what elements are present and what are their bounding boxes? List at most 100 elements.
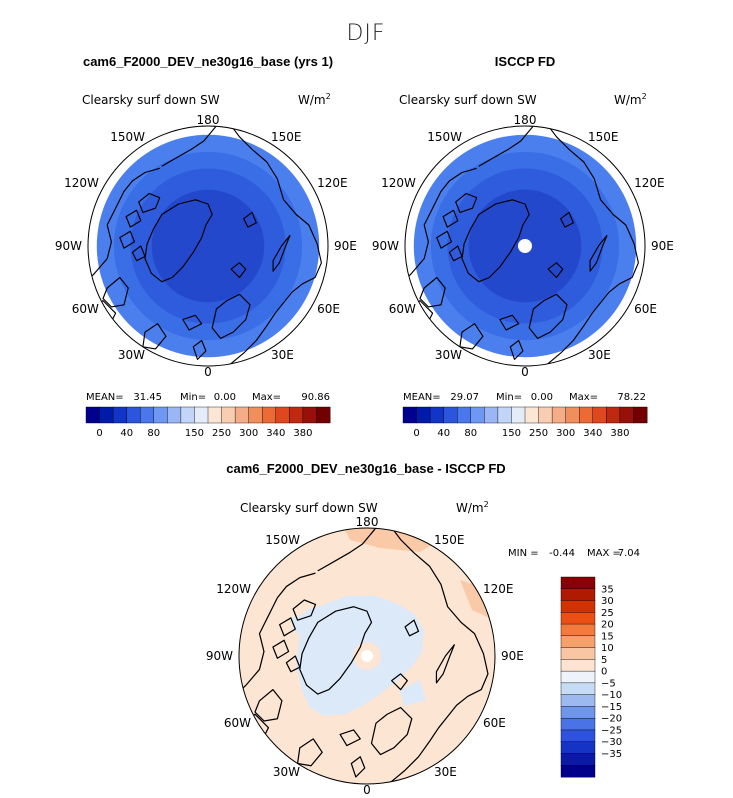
panel-model-min-label: Min= — [180, 392, 206, 403]
longitude-label: 90E — [501, 649, 524, 663]
colorbar-tick-label: 80 — [147, 428, 160, 439]
panel-difference-units-exponent: 2 — [484, 500, 489, 509]
panel-obs-colorbar: 0 40 80 150 250 300 340 380 — [402, 406, 648, 439]
colorbar-swatch — [85, 406, 100, 424]
colorbar-tick-label: 35 — [601, 584, 614, 595]
longitude-label: 90E — [334, 239, 357, 253]
longitude-label: 150E — [588, 130, 619, 144]
colorbar-swatch — [579, 406, 594, 424]
colorbar-swatch — [167, 406, 182, 424]
longitude-label: 0 — [521, 365, 529, 379]
panel-obs-min-value: 0.00 — [531, 392, 553, 403]
longitude-label: 120W — [216, 582, 251, 596]
longitude-label: 0 — [204, 365, 212, 379]
colorbar-swatch — [560, 682, 596, 696]
panel-model-mean-value: 31.45 — [133, 392, 162, 403]
colorbar-swatch — [511, 406, 526, 424]
colorbar-swatch — [619, 406, 634, 424]
panel-model-min-value: 0.00 — [214, 392, 236, 403]
longitude-label: 90W — [372, 239, 399, 253]
colorbar-tick-label: 250 — [529, 428, 548, 439]
longitude-label: 120W — [381, 176, 416, 190]
colorbar-swatch — [560, 623, 596, 637]
panel-difference-max-label: MAX = — [587, 548, 621, 559]
longitude-label: 120E — [483, 582, 514, 596]
panel-difference-map — [239, 528, 495, 784]
panel-difference-missing-pole — [361, 650, 373, 662]
colorbar-swatch — [592, 406, 607, 424]
colorbar-tick-label: −10 — [601, 690, 622, 701]
longitude-label: 150E — [271, 130, 302, 144]
colorbar-swatch — [402, 406, 417, 424]
colorbar-tick-label: 300 — [556, 428, 575, 439]
longitude-label: 30E — [271, 348, 294, 362]
colorbar-swatch — [560, 753, 596, 766]
colorbar-tick-label: 0 — [413, 428, 419, 439]
colorbar-swatch — [470, 406, 485, 424]
colorbar-tick-label: −25 — [601, 725, 622, 736]
panel-difference-longitude-labels: 180 150E 120E 90E 60E 30E 0 30W 60W 90W 120W 150W — [206, 515, 524, 797]
colorbar-swatch — [497, 406, 512, 424]
panel-model-stats: MEAN= 31.45 Min= 0.00 Max= 90.86 — [86, 392, 330, 403]
panel-obs-map-frame — [404, 125, 646, 367]
colorbar-swatch — [194, 406, 209, 424]
colorbar-swatch — [633, 406, 648, 424]
panel-difference-max-value: 7.04 — [618, 548, 640, 559]
colorbar-swatch — [140, 406, 155, 424]
colorbar-swatch — [560, 741, 596, 754]
colorbar-swatch — [560, 694, 596, 707]
longitude-label: 30W — [273, 765, 300, 779]
panel-obs-longitude-labels: 180 150E 120E 90E 60E 30E 0 30W 60W 90W 120W 150W — [372, 113, 674, 379]
panel-difference-units: W/m2 — [456, 500, 489, 515]
panel-model-map — [88, 126, 322, 366]
colorbar-swatch — [560, 765, 596, 778]
colorbar-tick-label: 150 — [502, 428, 521, 439]
longitude-label: 90W — [55, 239, 82, 253]
colorbar-swatch — [180, 406, 195, 424]
colorbar-tick-label: 0 — [601, 667, 607, 678]
colorbar-swatch — [153, 406, 168, 424]
longitude-label: 150W — [110, 130, 145, 144]
panel-difference-positive-patch — [340, 528, 440, 552]
colorbar-tick-label: 80 — [464, 428, 477, 439]
colorbar-swatch — [248, 406, 263, 424]
colorbar-tick-label: 0 — [96, 428, 102, 439]
panel-model-field — [96, 134, 320, 358]
colorbar-swatch — [560, 612, 596, 625]
panel-obs-max-label: Max= — [569, 392, 598, 403]
longitude-label: 150E — [434, 533, 465, 547]
colorbar-swatch — [560, 706, 596, 719]
panel-difference-units-base: W/m — [456, 501, 484, 515]
panel-difference-stats: MIN = -0.44 MAX = 7.04 — [508, 548, 640, 559]
colorbar-swatch — [275, 406, 290, 424]
longitude-label: 120E — [317, 176, 348, 190]
longitude-label: 0 — [363, 783, 371, 797]
colorbar-swatch — [316, 406, 331, 424]
longitude-label: 150W — [427, 130, 462, 144]
panel-model-max-label: Max= — [252, 392, 281, 403]
colorbar-tick-label: 10 — [601, 643, 614, 654]
colorbar-swatch — [560, 588, 596, 601]
colorbar-tick-label: −5 — [601, 678, 616, 689]
panel-obs-mean-value: 29.07 — [450, 392, 479, 403]
colorbar-tick-label: 380 — [610, 428, 629, 439]
colorbar-swatch — [560, 659, 596, 672]
panel-obs-title: ISCCP FD — [495, 54, 555, 69]
colorbar-swatch — [457, 406, 472, 424]
colorbar-swatch — [416, 406, 431, 424]
colorbar-swatch — [302, 406, 317, 424]
colorbar-swatch — [99, 406, 114, 424]
panel-difference-title: cam6_F2000_DEV_ne30g16_base - ISCCP FD — [226, 461, 505, 476]
panel-obs-mean-label: MEAN= — [403, 392, 441, 403]
colorbar-swatch — [443, 406, 458, 424]
longitude-label: 60W — [224, 716, 251, 730]
panel-difference-min-value: -0.44 — [549, 548, 575, 559]
colorbar-tick-label: 300 — [239, 428, 258, 439]
colorbar-swatch — [560, 717, 596, 731]
panel-model-units-exponent: 2 — [326, 92, 331, 101]
panel-obs-map — [405, 126, 639, 366]
colorbar-swatch — [560, 729, 596, 743]
colorbar-swatch — [551, 406, 567, 424]
colorbar-tick-label: 40 — [120, 428, 133, 439]
